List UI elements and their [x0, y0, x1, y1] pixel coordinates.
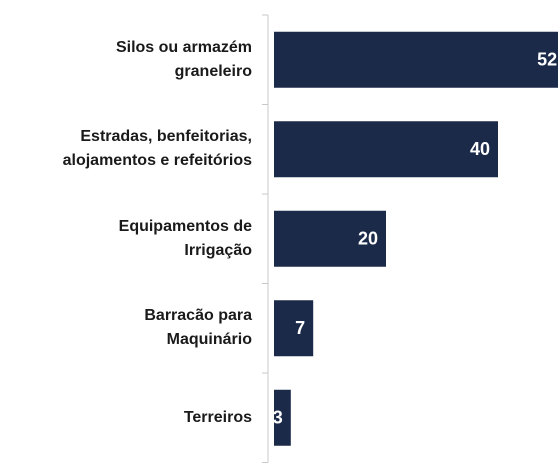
category-label: Estradas, benfeitorias, alojamentos e re…	[62, 128, 252, 170]
value-label: 3	[273, 408, 283, 428]
category-label: Terreiros	[183, 408, 252, 426]
value-label: 52	[537, 50, 557, 70]
value-label: 40	[470, 139, 490, 159]
category-label: Equipamentos de Irrigação	[118, 217, 252, 259]
bar	[274, 389, 291, 446]
value-label: 20	[358, 229, 378, 249]
category-label: Barracão para Maquinário	[144, 307, 252, 349]
value-label: 7	[295, 318, 305, 338]
bar	[274, 121, 498, 178]
category-label: Silos ou armazém graneleiro	[115, 38, 252, 80]
bar	[274, 31, 558, 88]
bar	[274, 300, 314, 357]
bar	[274, 210, 386, 267]
